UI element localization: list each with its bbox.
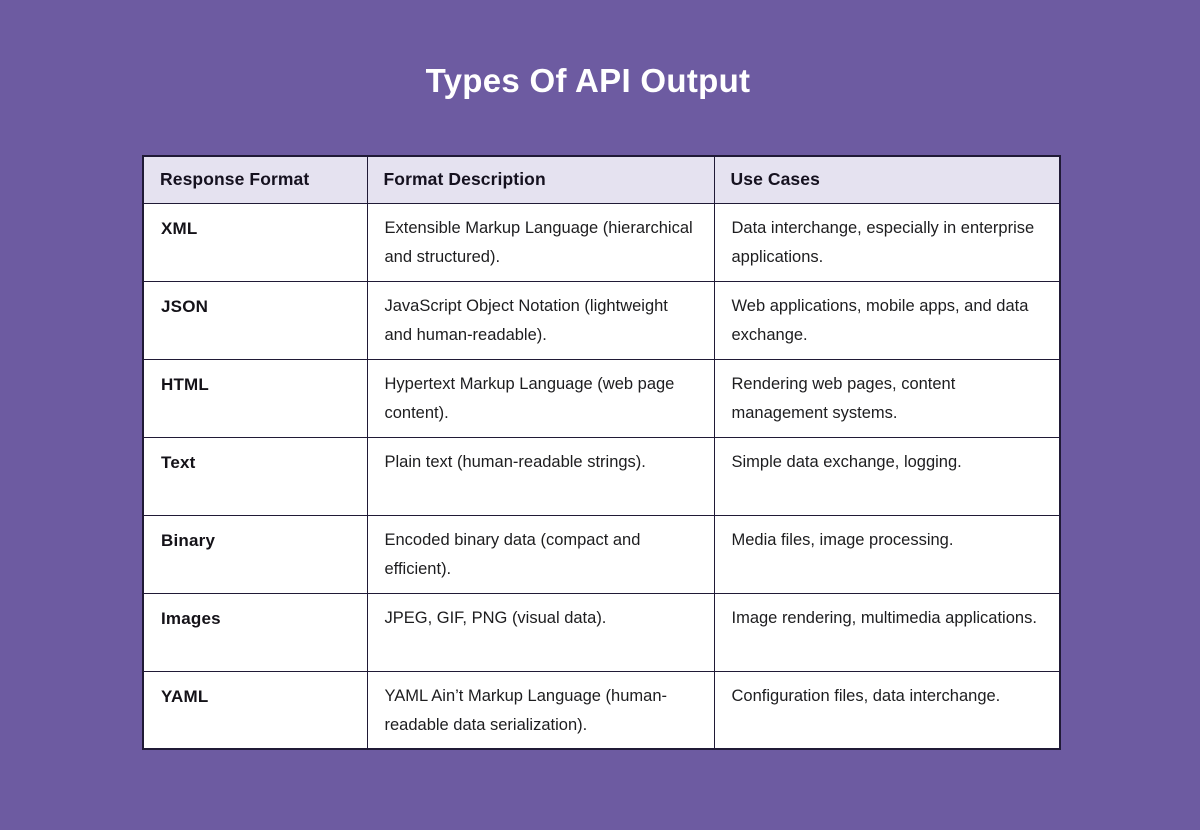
- use-cases: Simple data exchange, logging.: [713, 436, 1061, 516]
- format-name: YAML: [142, 670, 368, 750]
- use-cases: Configuration files, data interchange.: [713, 670, 1061, 750]
- format-name: HTML: [142, 358, 368, 438]
- page-title: Types Of API Output: [425, 62, 751, 99]
- use-cases: Image rendering, multimedia applications…: [713, 592, 1061, 672]
- table-body: XML Extensible Markup Language (hierarch…: [142, 202, 1061, 750]
- table-row: Binary Encoded binary data (compact and …: [142, 514, 1061, 594]
- format-description: Plain text (human-readable strings).: [366, 436, 715, 516]
- use-cases: Rendering web pages, content management …: [713, 358, 1061, 438]
- format-description: JavaScript Object Notation (lightweight …: [366, 280, 715, 360]
- table-row: Images JPEG, GIF, PNG (visual data). Ima…: [142, 592, 1061, 672]
- use-cases: Media files, image processing.: [713, 514, 1061, 594]
- table-header: Response Format Format Description Use C…: [142, 155, 1061, 204]
- format-description: JPEG, GIF, PNG (visual data).: [366, 592, 715, 672]
- table-row: XML Extensible Markup Language (hierarch…: [142, 202, 1061, 282]
- column-header-response-format: Response Format: [142, 155, 368, 204]
- table-row: HTML Hypertext Markup Language (web page…: [142, 358, 1061, 438]
- column-header-use-cases: Use Cases: [713, 155, 1061, 204]
- format-description: Hypertext Markup Language (web page cont…: [366, 358, 715, 438]
- format-name: JSON: [142, 280, 368, 360]
- format-name: Binary: [142, 514, 368, 594]
- header-row: Response Format Format Description Use C…: [142, 155, 1061, 204]
- format-name: XML: [142, 202, 368, 282]
- table-row: Text Plain text (human-readable strings)…: [142, 436, 1061, 516]
- column-header-format-description: Format Description: [366, 155, 715, 204]
- api-output-table: Response Format Format Description Use C…: [142, 155, 1061, 750]
- format-name: Text: [142, 436, 368, 516]
- format-name: Images: [142, 592, 368, 672]
- table-row: YAML YAML Ain’t Markup Language (human-r…: [142, 670, 1061, 750]
- use-cases: Web applications, mobile apps, and data …: [713, 280, 1061, 360]
- format-description: Encoded binary data (compact and efficie…: [366, 514, 715, 594]
- format-description: Extensible Markup Language (hierarchical…: [366, 202, 715, 282]
- table-row: JSON JavaScript Object Notation (lightwe…: [142, 280, 1061, 360]
- use-cases: Data interchange, especially in enterpri…: [713, 202, 1061, 282]
- format-description: YAML Ain’t Markup Language (human-readab…: [366, 670, 715, 750]
